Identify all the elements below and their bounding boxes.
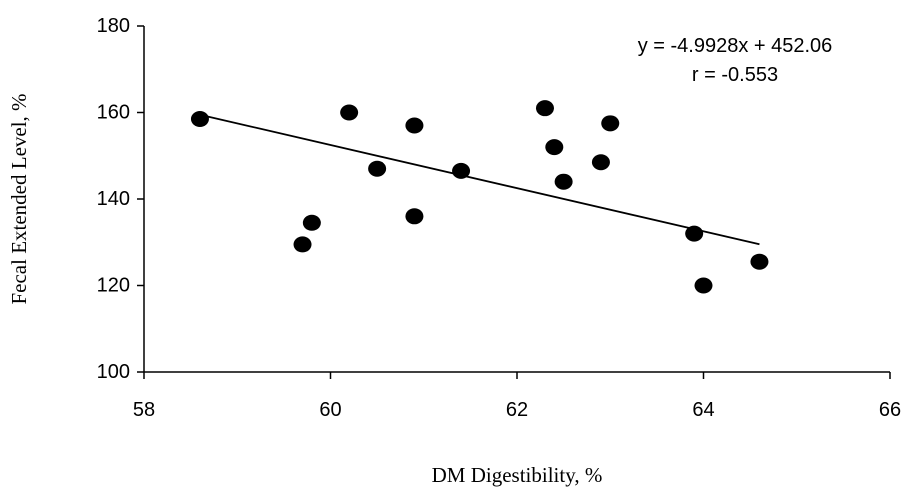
x-tick-label: 60 (319, 399, 341, 421)
points-layer (190, 100, 769, 294)
data-point (685, 225, 704, 242)
r-value-annotation: r = -0.553 (692, 64, 778, 86)
x-axis-title: DM Digestibility, % (432, 463, 603, 487)
y-tick-label: 100 (97, 361, 130, 383)
data-point (694, 277, 713, 294)
y-axis-title: Fecal Extended Level, % (7, 93, 31, 304)
data-point (293, 236, 312, 253)
data-point (405, 208, 424, 225)
data-point (340, 104, 359, 121)
data-point (452, 162, 471, 179)
x-tick-label: 66 (879, 399, 901, 421)
ticks-layer: 100 120 140 160 180 58 60 62 64 66 (97, 15, 902, 421)
data-point (750, 253, 769, 270)
equation-annotation: y = -4.9928x + 452.06 (638, 35, 833, 57)
y-tick-label: 120 (97, 275, 130, 297)
x-tick-label: 62 (506, 399, 528, 421)
data-point (545, 139, 564, 156)
data-point (601, 115, 620, 132)
data-point (302, 214, 321, 231)
data-point (405, 117, 424, 134)
trend-layer (199, 113, 760, 246)
data-point (190, 110, 209, 127)
axes-layer (143, 26, 890, 373)
x-tick-label: 58 (133, 399, 155, 421)
data-point (535, 100, 554, 117)
y-tick-label: 180 (97, 15, 130, 37)
y-tick-label: 160 (97, 102, 130, 124)
y-tick-label: 140 (97, 188, 130, 210)
data-point (368, 160, 387, 177)
data-point (554, 173, 573, 190)
x-tick-label: 64 (692, 399, 714, 421)
data-point (591, 154, 610, 171)
trendline (199, 113, 760, 246)
